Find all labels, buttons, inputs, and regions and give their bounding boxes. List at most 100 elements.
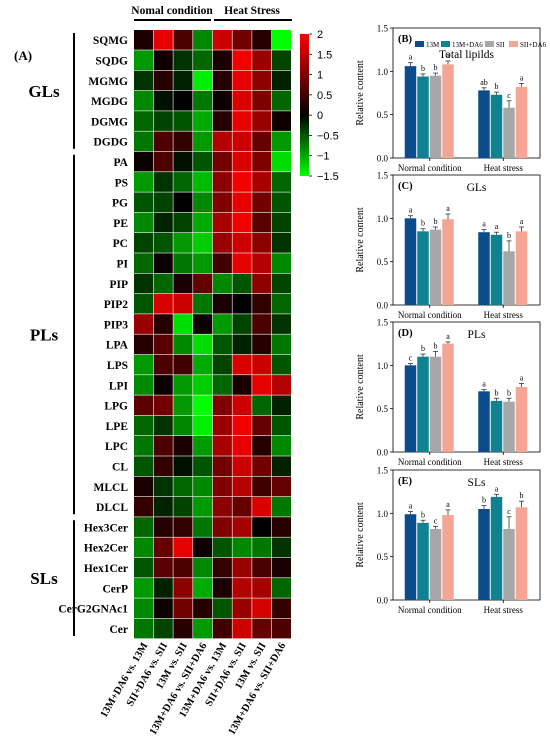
heatmap-cell (173, 375, 193, 395)
heatmap-cell (271, 151, 291, 172)
heatmap-cell (173, 517, 193, 537)
y-tick-label: 0.5 (377, 404, 389, 414)
bar-panel: (B) Total lipilds 0.0 0.5 1.0 1.5 Relative con… (355, 24, 547, 174)
heatmap-cell (212, 517, 232, 537)
heatmap-cell (134, 537, 154, 558)
heatmap-row-label: PIP2 (104, 299, 129, 311)
heatmap-row-label: DLCL (96, 502, 128, 514)
heatmap-cell (153, 456, 173, 476)
heatmap-cell (252, 395, 272, 416)
bar (503, 251, 515, 305)
heatmap-cell (252, 375, 272, 395)
heatmap-cell (212, 415, 232, 436)
heatmap-cell (271, 598, 291, 619)
heatmap-cell (232, 476, 252, 497)
heatmap-cell (134, 314, 154, 334)
heatmap-cell (134, 598, 154, 619)
heatmap-cell (134, 334, 154, 355)
heatmap-cell (212, 618, 232, 639)
x-tick-label: Normal condition (398, 310, 462, 320)
heatmap-cell (193, 293, 213, 314)
heatmap-cell (212, 334, 232, 355)
heatmap-cell (153, 598, 173, 619)
bar (404, 365, 417, 452)
heatmap-cell (232, 151, 252, 172)
heatmap-cell (252, 131, 272, 152)
heatmap-cell (193, 557, 213, 578)
heatmap-cell (173, 273, 193, 294)
heatmap-cell (134, 496, 154, 517)
significance-letter: a (482, 220, 486, 229)
heatmap-cell (173, 415, 193, 436)
heatmap-cell (134, 192, 154, 213)
heatmap-row-label: DGDG (94, 137, 129, 149)
heatmap-cell (193, 395, 213, 416)
heatmap-cell (193, 50, 213, 70)
heatmap-cell (252, 50, 272, 70)
heatmap-cell (232, 395, 252, 416)
x-tick-label: Heat stress (484, 310, 524, 320)
heatmap-cell (173, 476, 193, 497)
heatmap-cell (212, 395, 232, 416)
heatmap-cell (212, 212, 232, 233)
heatmap-cell (173, 233, 193, 253)
heatmap-cell (134, 273, 154, 294)
heatmap-row-label: MGDG (91, 96, 128, 108)
heatmap-cell (193, 476, 213, 497)
heatmap-cell (232, 314, 252, 334)
heatmap-row-label: LPI (109, 380, 129, 392)
heatmap-cell (271, 70, 291, 91)
heatmap-cell (193, 212, 213, 233)
significance-letter: b (495, 388, 499, 397)
heatmap-cell (252, 90, 272, 111)
heatmap-cell (173, 50, 193, 70)
heatmap-cell (153, 293, 173, 314)
heatmap-cell (173, 557, 193, 578)
heatmap-cell (252, 192, 272, 213)
heatmap-cell (232, 456, 252, 476)
bar-panels: (B) Total lipilds 0.0 0.5 1.0 1.5 Relative con… (355, 24, 547, 616)
heatmap-cell (153, 70, 173, 91)
significance-letter: b (421, 344, 425, 353)
heatmap-cell (173, 131, 193, 152)
bar (417, 356, 429, 452)
y-tick-label: 0.5 (377, 257, 389, 267)
colorbar-tick-label: 0 (317, 110, 323, 122)
significance-letter: a (495, 222, 499, 231)
heatmap-row-label: PS (115, 177, 128, 189)
heatmap-cell (173, 90, 193, 111)
heatmap-cell (232, 273, 252, 294)
heatmap-cell (212, 578, 232, 598)
heatmap-cell (173, 293, 193, 314)
significance-letter: a (520, 217, 524, 226)
heatmap-cell (271, 233, 291, 253)
panel-label: (D) (398, 328, 413, 339)
heatmap-cell (153, 415, 173, 436)
heatmap-cell (212, 253, 232, 273)
heatmap-cell (193, 415, 213, 436)
y-tick-label: 1.5 (377, 466, 389, 476)
heatmap-cell (212, 111, 232, 131)
heatmap-cell (212, 476, 232, 497)
heatmap-cell (134, 293, 154, 314)
heatmap-cell (252, 30, 272, 50)
heatmap-cell (212, 375, 232, 395)
heatmap-cell (212, 436, 232, 456)
bar (442, 343, 454, 452)
legend-label: 13M+DA6 (452, 41, 483, 49)
bar (417, 231, 429, 305)
heatmap-cell (232, 354, 252, 375)
heatmap-cell (212, 557, 232, 578)
bar (429, 528, 442, 600)
heatmap-cell (232, 415, 252, 436)
bar-panel: (D) PLs 0.0 0.5 1.0 1.5 Relative content Normal… (355, 318, 541, 467)
heatmap-cell (252, 476, 272, 497)
heatmap-cell (173, 354, 193, 375)
bar (478, 391, 490, 452)
heatmap-cell (271, 537, 291, 558)
heatmap-cell (252, 436, 272, 456)
heatmap-cell (173, 436, 193, 456)
heatmap-cell (193, 70, 213, 91)
x-tick-label: Normal condition (398, 457, 462, 467)
heatmap-cell (134, 90, 154, 111)
